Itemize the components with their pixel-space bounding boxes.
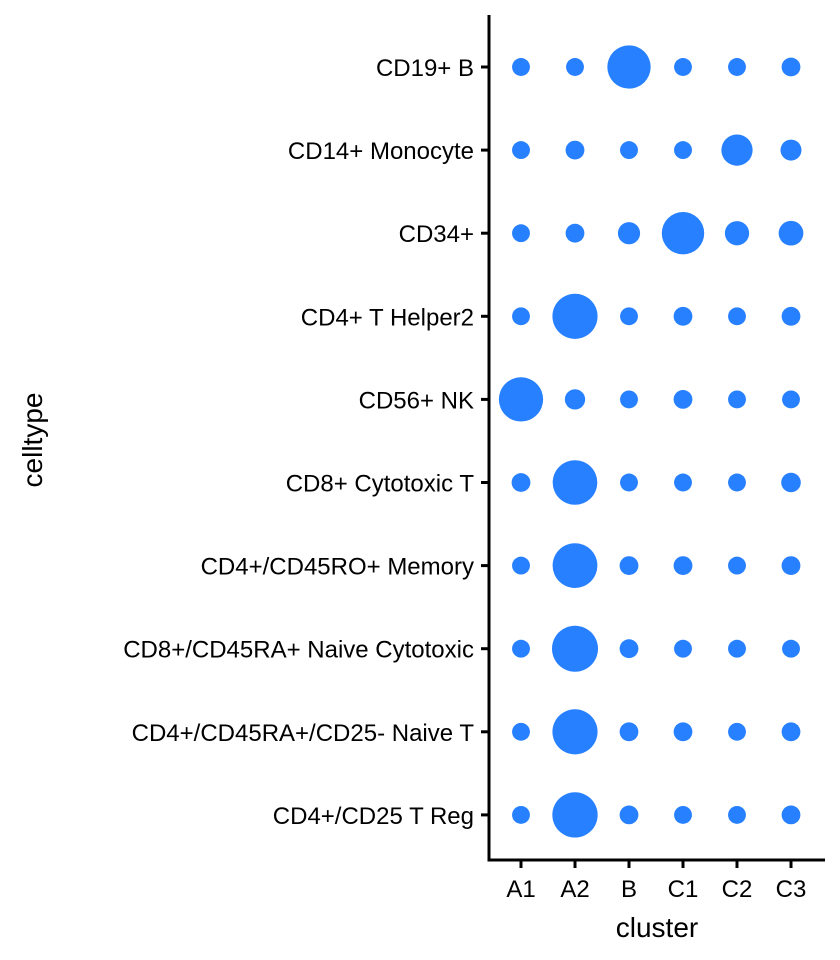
data-point bbox=[780, 139, 802, 161]
data-point bbox=[781, 472, 801, 493]
data-point bbox=[728, 639, 746, 658]
x-tick-label: A2 bbox=[560, 876, 589, 903]
data-point bbox=[728, 473, 746, 492]
data-point bbox=[552, 709, 598, 755]
data-point bbox=[552, 625, 598, 672]
data-point bbox=[728, 805, 746, 824]
data-point bbox=[552, 460, 598, 505]
data-point bbox=[564, 389, 586, 410]
data-point bbox=[512, 722, 530, 741]
y-axis-title: celltype bbox=[17, 393, 48, 488]
data-point bbox=[552, 293, 598, 339]
data-point bbox=[674, 473, 692, 492]
x-tick-label: B bbox=[621, 876, 637, 903]
data-point bbox=[512, 556, 530, 575]
y-tick-label: CD8+ Cytotoxic T bbox=[286, 471, 475, 498]
data-point bbox=[674, 805, 692, 824]
data-point bbox=[619, 722, 639, 742]
y-tick-label: CD4+/CD25 T Reg bbox=[273, 803, 474, 830]
data-point bbox=[620, 141, 638, 160]
data-point bbox=[778, 220, 804, 246]
data-point bbox=[565, 223, 585, 243]
data-point bbox=[781, 57, 801, 77]
data-point bbox=[728, 307, 746, 326]
data-point bbox=[620, 390, 638, 409]
data-point bbox=[512, 639, 530, 658]
data-point bbox=[617, 222, 641, 245]
data-point bbox=[728, 556, 746, 575]
data-point bbox=[512, 58, 530, 76]
x-axis-title: cluster bbox=[616, 912, 698, 943]
data-point bbox=[674, 58, 692, 76]
y-tick-label: CD4+/CD45RA+/CD25- Naive T bbox=[132, 720, 475, 747]
y-axis-ticks: CD19+ B CD14+ Monocyte CD34+ CD4+ T Helper2… bbox=[123, 55, 489, 830]
y-tick-label: CD4+/CD45RO+ Memory bbox=[201, 554, 474, 581]
data-point bbox=[673, 556, 693, 575]
data-point bbox=[512, 307, 530, 326]
data-point bbox=[781, 722, 801, 742]
data-point bbox=[728, 722, 746, 741]
y-tick-label: CD34+ bbox=[399, 221, 474, 248]
data-point bbox=[781, 805, 801, 825]
y-tick-label: CD19+ B bbox=[376, 55, 474, 82]
data-point bbox=[673, 390, 693, 409]
data-point bbox=[619, 639, 639, 659]
x-tick-label: A1 bbox=[506, 876, 535, 903]
data-point bbox=[728, 390, 746, 409]
data-point bbox=[724, 221, 750, 246]
y-tick-label: CD14+ Monocyte bbox=[288, 138, 474, 165]
data-point bbox=[620, 307, 638, 326]
data-point bbox=[512, 224, 530, 243]
data-point bbox=[552, 543, 598, 588]
y-tick-label: CD4+ T Helper2 bbox=[301, 304, 474, 331]
data-point bbox=[781, 306, 801, 326]
data-point bbox=[512, 805, 530, 824]
data-point bbox=[674, 141, 692, 160]
data-point bbox=[566, 58, 584, 76]
data-point bbox=[673, 306, 693, 326]
x-tick-label: C1 bbox=[668, 876, 699, 903]
x-tick-label: C3 bbox=[776, 876, 807, 903]
data-point bbox=[565, 140, 585, 160]
data-point bbox=[512, 141, 530, 160]
data-point bbox=[511, 473, 531, 492]
data-point bbox=[781, 556, 801, 575]
data-point bbox=[728, 58, 746, 76]
data-point bbox=[619, 805, 639, 825]
data-point bbox=[721, 134, 753, 166]
data-point bbox=[673, 722, 693, 742]
data-point bbox=[782, 390, 800, 409]
y-tick-label: CD8+/CD45RA+ Naive Cytotoxic bbox=[123, 637, 474, 664]
points-layer bbox=[498, 45, 804, 838]
data-point bbox=[620, 473, 638, 492]
data-point bbox=[782, 639, 800, 658]
data-point bbox=[552, 792, 598, 838]
data-point bbox=[619, 556, 639, 575]
x-tick-label: C2 bbox=[722, 876, 753, 903]
data-point bbox=[607, 45, 651, 89]
data-point bbox=[674, 639, 692, 658]
x-axis-ticks: A1 A2 B C1 C2 C3 bbox=[506, 860, 806, 903]
data-point bbox=[661, 211, 705, 255]
data-point bbox=[498, 377, 544, 422]
y-tick-label: CD56+ NK bbox=[359, 387, 474, 414]
